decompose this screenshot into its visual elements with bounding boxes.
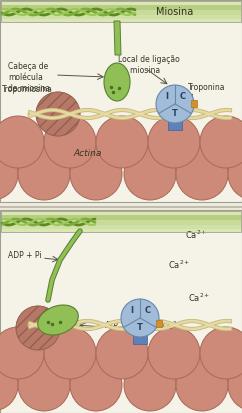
Text: T: T xyxy=(172,109,178,119)
Polygon shape xyxy=(114,21,121,55)
Text: Miosina: Miosina xyxy=(156,7,194,17)
Text: Local de ligação
da miosina: Local de ligação da miosina xyxy=(118,55,180,75)
Circle shape xyxy=(124,359,176,411)
Bar xyxy=(1,225,241,229)
Text: Ca$^{2+}$: Ca$^{2+}$ xyxy=(185,229,207,241)
Bar xyxy=(1,215,241,220)
Circle shape xyxy=(176,148,228,200)
Circle shape xyxy=(0,327,44,379)
Circle shape xyxy=(176,359,228,411)
Bar xyxy=(0,0,242,202)
Bar xyxy=(1,1,241,22)
Bar xyxy=(168,120,182,130)
Circle shape xyxy=(70,148,122,200)
Bar xyxy=(0,210,242,413)
Text: Troponina: Troponina xyxy=(188,83,226,93)
Text: I: I xyxy=(130,306,134,315)
Text: T: T xyxy=(137,323,143,332)
Bar xyxy=(156,320,162,327)
Circle shape xyxy=(16,306,60,350)
Bar xyxy=(1,19,241,22)
Circle shape xyxy=(200,116,242,168)
Text: Ca$^{2+}$: Ca$^{2+}$ xyxy=(162,320,182,332)
Circle shape xyxy=(0,148,18,200)
Bar xyxy=(1,211,241,232)
Circle shape xyxy=(228,359,242,411)
Text: C: C xyxy=(145,306,151,315)
Circle shape xyxy=(200,327,242,379)
Circle shape xyxy=(18,359,70,411)
Ellipse shape xyxy=(38,305,78,335)
Circle shape xyxy=(228,148,242,200)
Circle shape xyxy=(44,327,96,379)
Circle shape xyxy=(148,116,200,168)
Circle shape xyxy=(156,85,194,123)
Circle shape xyxy=(18,148,70,200)
Bar xyxy=(1,1,241,5)
Text: Tropomiosina: Tropomiosina xyxy=(2,85,53,95)
Circle shape xyxy=(36,92,80,136)
Text: ATP: ATP xyxy=(105,320,119,330)
Text: Cabeça de
molécula
de miosina: Cabeça de molécula de miosina xyxy=(8,62,50,93)
Circle shape xyxy=(70,359,122,411)
Circle shape xyxy=(121,299,159,337)
Bar xyxy=(1,15,241,19)
Text: Actina: Actina xyxy=(74,150,102,159)
Bar xyxy=(1,211,241,215)
Bar xyxy=(1,229,241,232)
Circle shape xyxy=(148,327,200,379)
Bar xyxy=(133,334,147,344)
Bar xyxy=(1,10,241,15)
Text: ADP + Pi: ADP + Pi xyxy=(8,251,42,259)
Ellipse shape xyxy=(104,63,130,101)
Circle shape xyxy=(0,116,44,168)
Text: Ca$^{2+}$: Ca$^{2+}$ xyxy=(188,292,210,304)
Text: Ca$^{2+}$: Ca$^{2+}$ xyxy=(168,259,190,271)
Text: I: I xyxy=(166,92,168,101)
Circle shape xyxy=(96,116,148,168)
Text: C: C xyxy=(180,92,186,101)
Circle shape xyxy=(0,359,18,411)
Circle shape xyxy=(124,148,176,200)
Bar xyxy=(191,100,197,107)
Circle shape xyxy=(96,327,148,379)
Bar xyxy=(1,220,241,225)
Bar xyxy=(1,5,241,10)
Circle shape xyxy=(44,116,96,168)
